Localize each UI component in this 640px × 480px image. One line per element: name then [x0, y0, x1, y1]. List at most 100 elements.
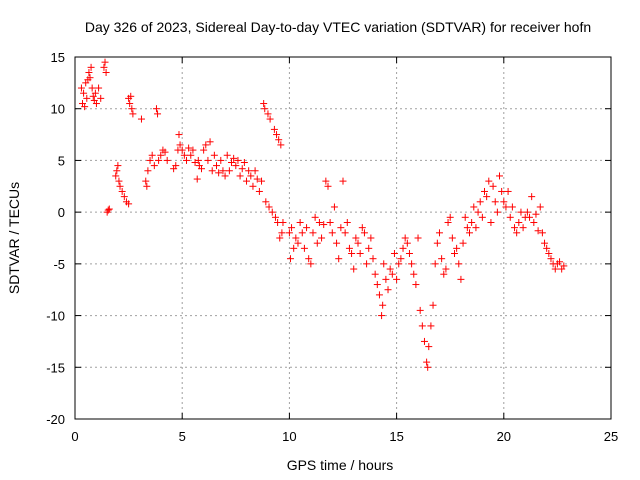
- data-point: [315, 218, 323, 226]
- data-points: [77, 58, 568, 371]
- data-point: [88, 84, 96, 92]
- data-point: [276, 234, 284, 242]
- data-point: [172, 162, 180, 170]
- x-axis-label: GPS time / hours: [287, 457, 394, 473]
- data-point: [508, 203, 516, 211]
- data-point: [303, 224, 311, 232]
- y-tick-label: -5: [53, 257, 65, 272]
- x-tick-label: 25: [604, 429, 618, 444]
- data-point: [350, 265, 358, 273]
- data-point: [523, 208, 531, 216]
- data-point: [560, 262, 568, 270]
- data-point: [393, 275, 401, 283]
- data-point: [506, 213, 514, 221]
- data-point: [379, 301, 387, 309]
- data-point: [120, 193, 128, 201]
- y-tick-label: 10: [51, 102, 65, 117]
- data-point: [163, 156, 171, 164]
- data-point: [182, 156, 190, 164]
- data-point: [401, 234, 409, 242]
- data-point: [300, 244, 308, 252]
- data-point: [545, 250, 553, 258]
- data-point: [100, 63, 108, 71]
- data-point: [547, 255, 555, 263]
- data-point: [154, 110, 162, 118]
- data-point: [225, 167, 233, 175]
- data-point: [294, 239, 302, 247]
- x-tick-label: 0: [71, 429, 78, 444]
- data-point: [483, 193, 491, 201]
- data-point: [324, 182, 332, 190]
- data-point: [102, 69, 110, 77]
- data-point: [444, 218, 452, 226]
- data-point: [435, 229, 443, 237]
- data-point: [77, 84, 85, 92]
- data-point: [161, 148, 169, 156]
- data-point: [496, 172, 504, 180]
- data-point: [333, 239, 341, 247]
- data-point: [414, 234, 422, 242]
- data-point: [498, 187, 506, 195]
- data-point: [125, 200, 133, 208]
- data-point: [115, 177, 123, 185]
- y-tick-label: 5: [58, 153, 65, 168]
- data-point: [517, 208, 525, 216]
- data-point: [450, 250, 458, 258]
- x-tick-label: 5: [179, 429, 186, 444]
- data-point: [296, 218, 304, 226]
- data-point: [187, 151, 195, 159]
- data-point: [243, 177, 251, 185]
- data-point: [513, 229, 521, 237]
- data-point: [371, 270, 379, 278]
- data-point: [375, 291, 383, 299]
- data-point: [343, 218, 351, 226]
- data-point: [150, 162, 158, 170]
- data-point: [311, 213, 319, 221]
- data-point: [403, 239, 411, 247]
- data-point: [309, 229, 317, 237]
- data-point: [328, 229, 336, 237]
- data-point: [337, 224, 345, 232]
- data-point: [485, 177, 493, 185]
- data-point: [116, 182, 124, 190]
- data-point: [208, 167, 216, 175]
- data-point: [470, 203, 478, 211]
- data-point: [202, 141, 210, 149]
- data-point: [386, 265, 394, 273]
- data-point: [472, 224, 480, 232]
- data-point: [273, 131, 281, 139]
- data-point: [431, 260, 439, 268]
- data-point: [253, 175, 261, 183]
- data-point: [92, 100, 100, 108]
- data-point: [534, 227, 542, 235]
- data-point: [352, 234, 360, 242]
- data-point: [127, 92, 135, 100]
- data-point: [538, 229, 546, 237]
- grid-lines: [75, 57, 611, 419]
- data-point: [465, 229, 473, 237]
- data-point: [367, 234, 375, 242]
- data-point: [481, 187, 489, 195]
- data-point: [429, 301, 437, 309]
- data-point: [157, 151, 165, 159]
- data-point: [245, 167, 253, 175]
- y-tick-label: -20: [46, 412, 65, 427]
- data-point: [320, 221, 328, 229]
- data-point: [305, 255, 313, 263]
- data-point: [405, 250, 413, 258]
- data-point: [493, 208, 501, 216]
- data-point: [476, 198, 484, 206]
- data-point: [424, 363, 432, 371]
- data-point: [128, 105, 136, 113]
- data-point: [83, 94, 91, 102]
- data-point: [461, 213, 469, 221]
- data-point: [339, 177, 347, 185]
- data-point: [489, 182, 497, 190]
- data-point: [408, 260, 416, 268]
- data-point: [80, 89, 88, 97]
- data-point: [348, 250, 356, 258]
- data-point: [543, 244, 551, 252]
- data-point: [221, 172, 229, 180]
- data-point: [232, 162, 240, 170]
- data-point: [463, 224, 471, 232]
